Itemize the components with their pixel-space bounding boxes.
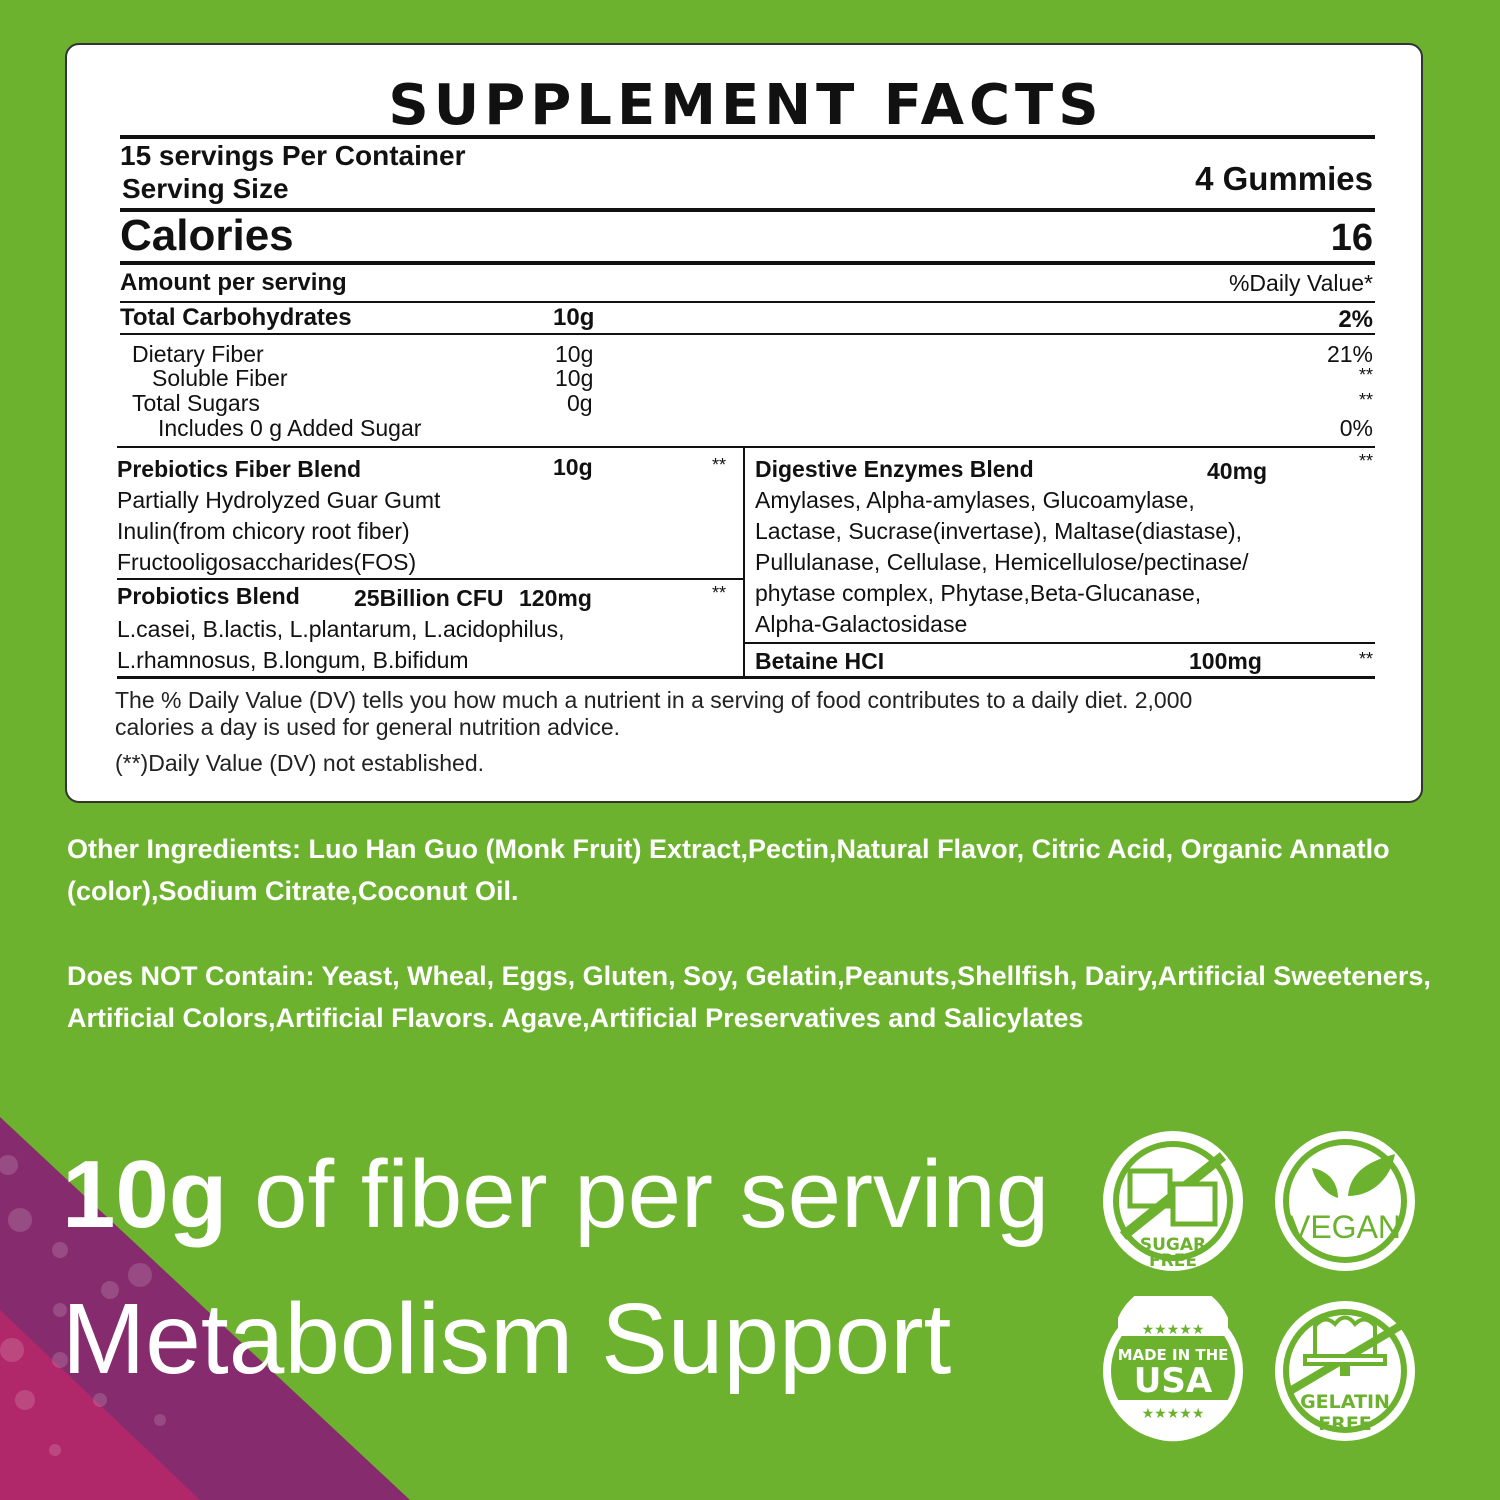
prebiotics-dv: ** (712, 455, 727, 475)
prebiotics-amount: 10g (553, 454, 593, 480)
serving-size-value: 4 Gummies (1195, 160, 1373, 197)
prebiotics-line: Inulin(from chicory root fiber) (117, 518, 410, 544)
badge-text: VEGAN (1289, 1209, 1401, 1245)
headline-bold: 10g (62, 1141, 228, 1248)
nutrient-dv: 2% (1338, 306, 1373, 333)
daily-value-header: %Daily Value* (1228, 270, 1373, 296)
servings-per-container: 15 servings Per Container (120, 140, 466, 171)
purple-band (0, 1117, 410, 1500)
enzymes-name: Digestive Enzymes Blend (755, 456, 1034, 482)
probiotics-name: Probiotics Blend (117, 583, 300, 609)
nutrient-name: Includes 0 g Added Sugar (158, 415, 422, 441)
badge-text: GELATIN (1300, 1391, 1390, 1413)
badge-text: FREE (1318, 1413, 1372, 1435)
enzymes-dv: ** (1358, 451, 1373, 471)
nutrient-dv: ** (1358, 390, 1373, 410)
enzymes-amount: 40mg (1207, 458, 1268, 484)
nutrient-amount: 10g (555, 341, 594, 367)
probiotics-line: L.casei, B.lactis, L.plantarum, L.acidop… (117, 616, 565, 642)
headline-fiber: 10g of fiber per serving (62, 1140, 1049, 1250)
enzymes-line: Pullulanase, Cellulase, Hemicellulose/pe… (755, 549, 1249, 575)
vegan-badge: VEGAN (1275, 1131, 1415, 1271)
nutrient-name: Total Carbohydrates (120, 304, 352, 331)
badge-text: SUGAR (1140, 1235, 1206, 1255)
divider (117, 446, 1375, 448)
does-not-contain: Does NOT Contain: Yeast, Wheal, Eggs, Gl… (67, 961, 1431, 1033)
divider (743, 642, 1375, 644)
prebiotics-line: Partially Hydrolyzed Guar Gumt (117, 487, 441, 513)
nutrient-name: Total Sugars (132, 390, 260, 416)
leaf-icon (1348, 1154, 1395, 1196)
bokeh-dots (0, 1155, 166, 1456)
serving-size-label: Serving Size (122, 173, 289, 204)
badge-text: FREE (1149, 1251, 1197, 1271)
probiotics-amount: 120mg (519, 585, 592, 611)
headline-metabolism: Metabolism Support (62, 1283, 952, 1395)
badge-text: MADE IN THE (1118, 1346, 1229, 1364)
nutrient-dv: ** (1358, 365, 1373, 385)
enzymes-line: Alpha-Galactosidase (755, 611, 968, 637)
probiotics-line: L.rhamnosus, B.longum, B.bifidum (117, 647, 469, 673)
calories-label: Calories (120, 211, 294, 260)
badge-text: USA (1134, 1361, 1213, 1401)
gelatin-free-badge: GELATIN FREE (1275, 1301, 1415, 1441)
probiotics-cfu: 25Billion CFU (354, 585, 504, 611)
jelly-icon (1313, 1315, 1377, 1356)
panel-title: SUPPLEMENT FACTS (388, 73, 1104, 138)
sugar-cube-icon (1127, 1168, 1173, 1209)
divider (117, 578, 745, 580)
enzymes-line: phytase complex, Phytase,Beta-Glucanase, (755, 580, 1202, 606)
other-ingredients: Other Ingredients: Luo Han Guo (Monk Fru… (67, 834, 1390, 906)
footnote-dv-2: calories a day is used for general nutri… (115, 714, 621, 740)
leaf-icon (1312, 1168, 1338, 1198)
betaine-amount: 100mg (1189, 648, 1262, 674)
enzymes-line: Lactase, Sucrase(invertase), Maltase(dia… (755, 518, 1243, 544)
nutrient-amount: 10g (555, 365, 594, 391)
enzymes-line: Amylases, Alpha-amylases, Glucoamylase, (755, 487, 1195, 513)
nutrient-amount: 0g (567, 390, 593, 416)
divider (120, 333, 1375, 335)
supplement-facts-panel: SUPPLEMENT FACTS 15 servings Per Contain… (65, 43, 1423, 803)
prebiotics-name: Prebiotics Fiber Blend (117, 456, 362, 482)
nutrient-amount: 10g (553, 304, 595, 331)
sugar-cube-icon (1170, 1181, 1218, 1227)
stars-icon: ★★★★★ (1142, 1321, 1205, 1337)
nutrient-dv: 0% (1339, 415, 1373, 441)
betaine-name: Betaine HCI (755, 648, 885, 674)
nutrient-dv: 21% (1326, 341, 1373, 367)
betaine-dv: ** (1358, 649, 1373, 669)
nutrient-name: Dietary Fiber (132, 341, 264, 367)
probiotics-dv: ** (712, 583, 727, 603)
made-in-usa-badge: ★★★★★ MADE IN THE USA ★★★★★ (1103, 1296, 1243, 1442)
footnote-dv: The % Daily Value (DV) tells you how muc… (115, 687, 1193, 713)
amount-per-serving: Amount per serving (120, 269, 347, 296)
calories-value: 16 (1330, 217, 1373, 259)
footnote-not-established: (**)Daily Value (DV) not established. (115, 750, 485, 776)
magenta-band (0, 1310, 200, 1500)
stars-icon: ★★★★★ (1142, 1405, 1205, 1421)
nutrient-name: Soluble Fiber (152, 365, 288, 391)
divider (117, 676, 1375, 679)
vertical-divider (743, 446, 745, 676)
sugar-free-badge: SUGAR FREE (1103, 1131, 1243, 1271)
divider (120, 208, 1375, 212)
divider (120, 261, 1375, 265)
divider (120, 135, 1375, 139)
prebiotics-line: Fructooligosaccharides(FOS) (117, 549, 417, 575)
divider (120, 301, 1375, 303)
headline-rest: of fiber per serving (227, 1141, 1050, 1248)
